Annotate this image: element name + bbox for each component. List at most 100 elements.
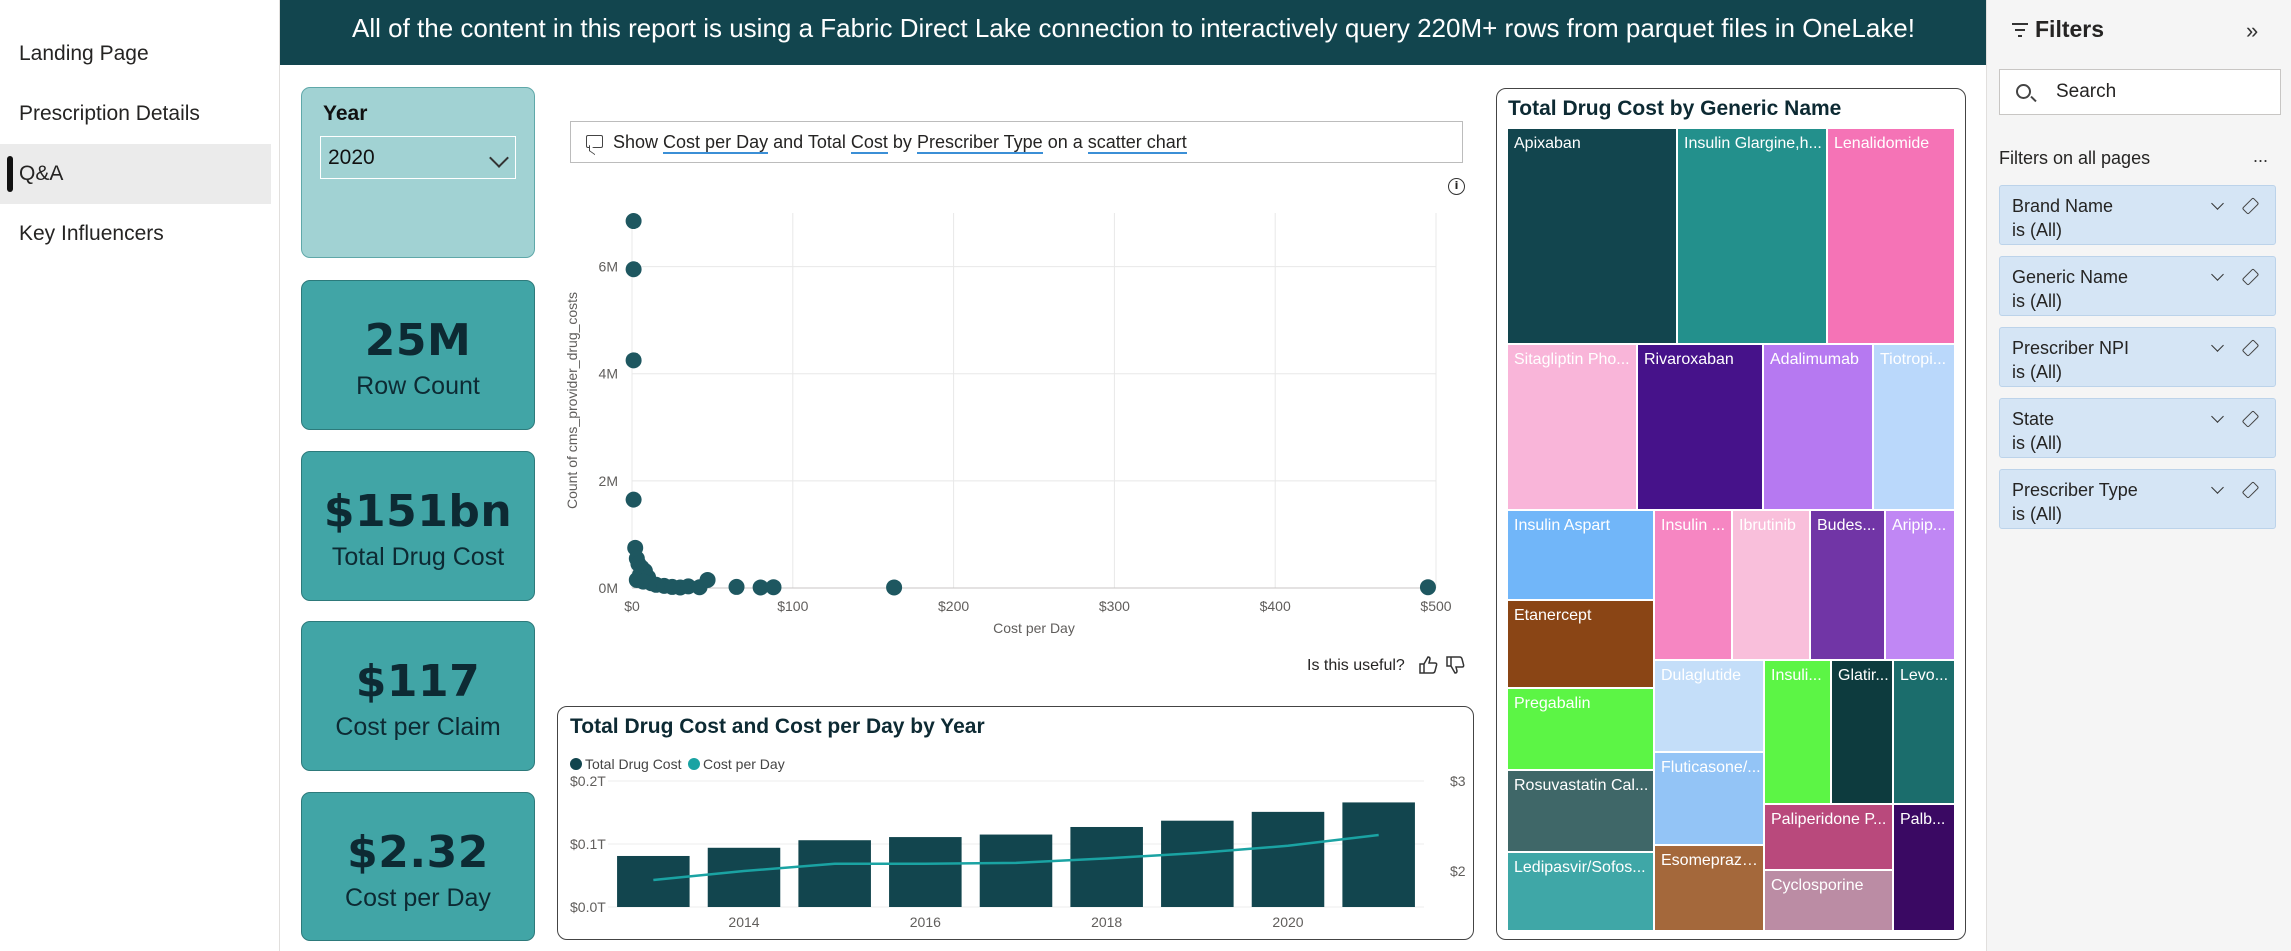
qa-word: Total: [807, 132, 846, 152]
treemap-tile[interactable]: Ledipasvir/Sofos...: [1508, 853, 1655, 932]
thumbs-down-icon[interactable]: [1444, 654, 1466, 676]
filter-name: Generic Name: [2012, 267, 2129, 287]
bar: [707, 847, 781, 907]
x-tick-label: $0: [624, 598, 640, 614]
treemap-tile[interactable]: Esomeprazo...: [1655, 846, 1765, 932]
scatter-chart: $0 $100 $200 $300 $400 $500 0M 2M 4M 6M Cost per D…: [564, 213, 1452, 636]
year-dropdown-value: 2020: [328, 146, 375, 169]
legend-item-total-drug-cost[interactable]: Total Drug Cost: [570, 756, 681, 772]
filter-card-generic-name[interactable]: Generic Name is (All): [1999, 256, 2276, 316]
bar: [1251, 811, 1325, 907]
treemap-tile[interactable]: Insuli...: [1765, 661, 1832, 805]
treemap-tile[interactable]: Rosuvastatin Cal...: [1508, 771, 1655, 853]
kpi-card-cost-per-claim: $117 Cost per Claim: [301, 621, 535, 771]
x-tick-label: $300: [1099, 598, 1130, 614]
scatter-point: [699, 571, 716, 588]
thumbs-up-icon[interactable]: [1417, 654, 1439, 676]
filter-card-brand-name[interactable]: Brand Name is (All): [1999, 185, 2276, 245]
filter-state: is (All): [2012, 504, 2062, 524]
treemap-tile[interactable]: Lenalidomide: [1828, 129, 1956, 345]
y-tick-label: 2M: [599, 473, 618, 489]
treemap-tile[interactable]: Cyclosporine: [1765, 871, 1894, 932]
treemap-tile[interactable]: Levo...: [1894, 661, 1956, 805]
treemap-tile[interactable]: Aripip...: [1886, 511, 1956, 661]
year-slicer: Year 2020: [301, 87, 535, 258]
treemap-tile[interactable]: Sitagliptin Pho...: [1508, 345, 1638, 511]
year-dropdown[interactable]: 2020: [320, 136, 516, 179]
filter-card-prescriber-npi[interactable]: Prescriber NPI is (All): [1999, 327, 2276, 387]
filter-state: is (All): [2012, 291, 2062, 311]
qa-term-scatter-chart[interactable]: scatter chart: [1087, 132, 1187, 154]
filter-state: is (All): [2012, 220, 2062, 240]
nav-item-key-influencers[interactable]: Key Influencers: [19, 222, 164, 245]
treemap-tile[interactable]: Palb...: [1894, 805, 1956, 932]
qa-word: by: [892, 132, 912, 152]
x-tick-label: $500: [1420, 598, 1451, 614]
y-tick-label: $0.2T: [570, 773, 606, 789]
scatter-point: [625, 352, 642, 369]
treemap-tile[interactable]: Dulaglutide: [1655, 661, 1765, 753]
qa-term-cost-per-day[interactable]: Cost per Day: [663, 132, 769, 154]
treemap-tile[interactable]: Insulin Aspart: [1508, 511, 1655, 601]
info-icon[interactable]: i: [1448, 178, 1465, 195]
year-slicer-title: Year: [323, 102, 368, 125]
y2-tick-label: $2: [1450, 863, 1466, 879]
filter-state: is (All): [2012, 362, 2062, 382]
treemap-tile[interactable]: Insulin ...: [1655, 511, 1733, 661]
bar: [979, 834, 1053, 907]
treemap-tile[interactable]: Fluticasone/...: [1655, 753, 1765, 846]
page-navigation: Landing Page Prescription Details Q&A Ke…: [0, 0, 280, 951]
treemap-tile[interactable]: Etanercept: [1508, 601, 1655, 689]
treemap-tile[interactable]: Tiotropi...: [1874, 345, 1956, 511]
x-tick-label: $400: [1260, 598, 1291, 614]
kpi-value: $151bn: [323, 486, 513, 537]
y-tick-label: $0.0T: [570, 899, 606, 915]
kpi-value: $117: [355, 656, 481, 707]
treemap-tile[interactable]: Glatir...: [1832, 661, 1894, 805]
qa-term-prescriber-type[interactable]: Prescriber Type: [916, 132, 1043, 154]
collapse-icon[interactable]: »: [2246, 18, 2259, 43]
kpi-value: 25M: [364, 315, 472, 366]
kpi-label: Cost per Claim: [335, 713, 501, 741]
line-series-cost-per-day: [653, 833, 1379, 882]
qa-question-input[interactable]: Show Cost per Day and Total Cost by Pres…: [570, 121, 1463, 163]
bar: [1070, 826, 1143, 907]
qa-term-cost[interactable]: Cost: [850, 132, 888, 154]
nav-item-qa[interactable]: Q&A: [0, 144, 271, 204]
treemap-tile[interactable]: Ibrutinib: [1733, 511, 1811, 661]
filter-state: is (All): [2012, 433, 2062, 453]
bar: [889, 837, 962, 907]
chevron-down-icon: [489, 148, 509, 168]
filter-name: State: [2012, 409, 2055, 429]
nav-item-landing-page[interactable]: Landing Page: [19, 42, 149, 65]
treemap-tile[interactable]: Pregabalin: [1508, 689, 1655, 771]
legend-item-cost-per-day[interactable]: Cost per Day: [688, 756, 785, 772]
filters-title: Filters: [2035, 16, 2105, 42]
treemap-tile[interactable]: Rivaroxaban: [1638, 345, 1764, 511]
scatter-point: [625, 213, 642, 230]
treemap-tile[interactable]: Paliperidone P...: [1765, 805, 1894, 871]
x-axis-title: Cost per Day: [993, 620, 1075, 636]
bar: [798, 840, 871, 907]
treemap: Apixaban Insulin Glargine,h... Lenalidomid…: [1508, 129, 1956, 932]
filter-card-state[interactable]: State is (All): [1999, 398, 2276, 458]
kpi-label: Row Count: [356, 372, 480, 400]
filters-section-label: Filters on all pages: [1999, 148, 2151, 168]
scatter-point: [886, 579, 903, 596]
scatter-point: [765, 579, 782, 596]
treemap-tile[interactable]: Adalimumab: [1764, 345, 1874, 511]
filter-card-prescriber-type[interactable]: Prescriber Type is (All): [1999, 469, 2276, 529]
chat-bubble-icon: [586, 135, 603, 148]
search-icon: [2016, 84, 2031, 99]
y-tick-label: 0M: [599, 580, 618, 596]
search-placeholder: Search: [2056, 81, 2117, 102]
filters-pane: Filters » Search Filters on all pages ..…: [1986, 0, 2291, 951]
nav-item-prescription-details[interactable]: Prescription Details: [19, 102, 200, 125]
more-options-icon[interactable]: ...: [2253, 146, 2269, 166]
filter-search-input[interactable]: Search: [1999, 69, 2281, 115]
treemap-tile[interactable]: Insulin Glargine,h...: [1678, 129, 1828, 345]
treemap-tile[interactable]: Budes...: [1811, 511, 1886, 661]
kpi-label: Cost per Day: [345, 884, 491, 912]
treemap-tile[interactable]: Apixaban: [1508, 129, 1678, 345]
